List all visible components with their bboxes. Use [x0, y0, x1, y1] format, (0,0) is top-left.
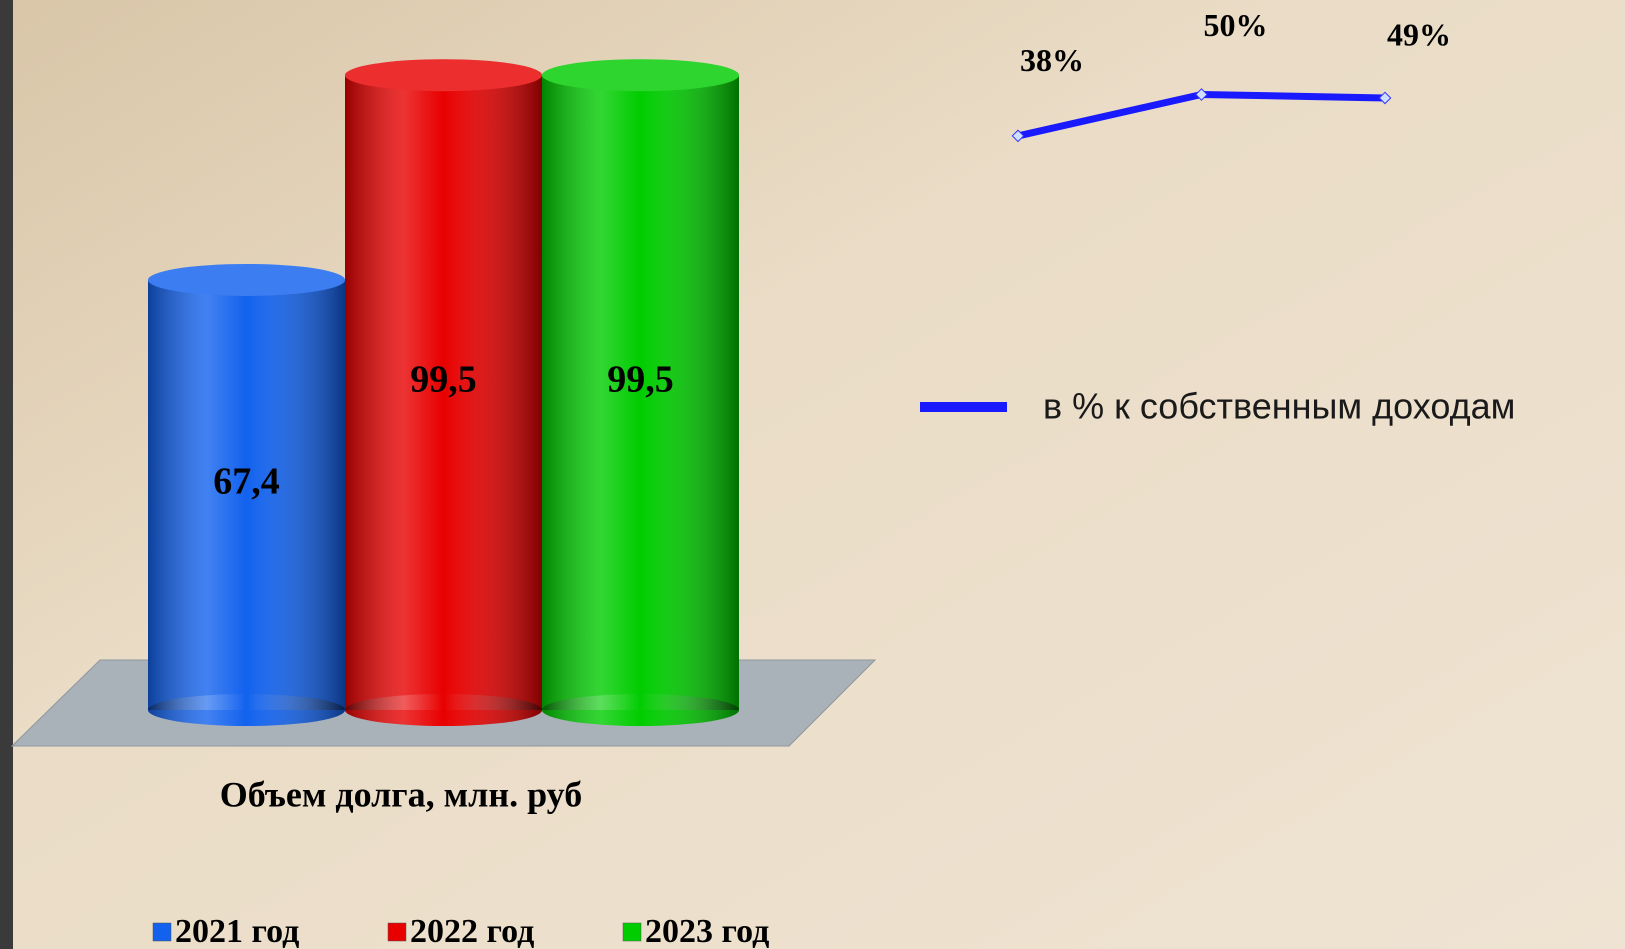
legend-swatch [388, 923, 406, 941]
value-label: 99,5 [607, 358, 674, 400]
page: {"chart_data": [ {"type": "bar", "catego… [0, 0, 1625, 949]
legend-label: 2022 год [410, 913, 534, 949]
legend-label: в % к собственным доходам [1043, 386, 1515, 427]
bar-bottom-shade [345, 694, 542, 726]
bar-bottom-shade [148, 694, 345, 726]
bar-top-shine [345, 59, 542, 91]
value-label: 50% [1204, 7, 1268, 43]
bar-bottom-shade [542, 694, 739, 726]
legend-swatch [623, 923, 641, 941]
left-strip [0, 0, 13, 949]
legend-swatch [153, 923, 171, 941]
legend-label: 2021 год [175, 913, 299, 949]
chart: 67,4 2021 год 99,5 2022 год 99,5 2023 год Объе… [0, 0, 1625, 949]
value-label: 49% [1387, 16, 1451, 52]
value-label: 99,5 [410, 358, 477, 400]
category-label: Объем долга, млн. руб [220, 774, 582, 814]
value-label: 38% [1020, 42, 1084, 78]
bar-top-shine [542, 59, 739, 91]
bar-top-shine [148, 264, 345, 296]
legend-label: 2023 год [645, 913, 769, 949]
value-label: 67,4 [213, 461, 280, 503]
